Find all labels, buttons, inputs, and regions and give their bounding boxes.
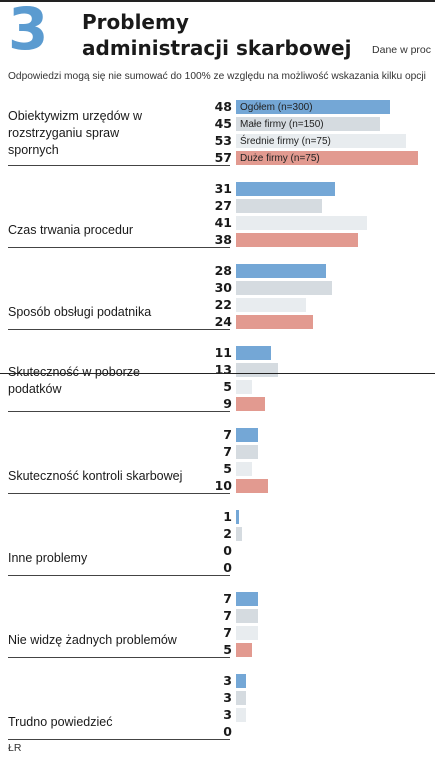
bar — [236, 182, 336, 196]
value-label: 0 — [223, 724, 232, 739]
bar — [236, 428, 259, 442]
value-label: 7 — [223, 427, 232, 442]
footnote: Odpowiedzi mogą się nie sumować do 100% … — [8, 71, 426, 82]
value-label: 30 — [214, 280, 232, 295]
bar — [236, 592, 259, 606]
legend-entry: Duże firmy (n=75) — [240, 153, 320, 164]
category-leader-line — [8, 411, 230, 412]
legend-entry: Ogółem (n=300) — [240, 102, 313, 113]
bar — [236, 708, 246, 722]
value-label: 0 — [223, 543, 232, 558]
bar — [236, 216, 368, 230]
bar — [236, 626, 259, 640]
section-divider — [0, 373, 435, 374]
legend-entry: Średnie firmy (n=75) — [240, 136, 331, 147]
value-label: 28 — [214, 263, 232, 278]
bar — [236, 298, 307, 312]
category-leader-line — [8, 247, 230, 248]
bar — [236, 510, 240, 524]
value-label: 7 — [223, 608, 232, 623]
bar — [236, 151, 419, 165]
bar — [236, 363, 278, 377]
top-rule — [0, 0, 435, 2]
category-label: Inne problemy — [8, 551, 88, 565]
chart-title-line1: Problemy — [82, 10, 189, 34]
bar — [236, 609, 259, 623]
unit-note: Dane w proc — [372, 44, 431, 56]
category-label: Skuteczność kontroli skarbowej — [8, 469, 183, 483]
value-label: 53 — [214, 133, 232, 148]
bar — [236, 281, 332, 295]
value-label: 38 — [214, 232, 232, 247]
value-label: 1 — [223, 509, 232, 524]
value-label: 3 — [223, 673, 232, 688]
value-label: 5 — [223, 461, 232, 476]
value-label: 9 — [223, 396, 232, 411]
bar — [236, 264, 326, 278]
value-label: 2 — [223, 526, 232, 541]
category-leader-line — [8, 493, 230, 494]
value-label: 57 — [214, 150, 232, 165]
value-label: 10 — [214, 478, 232, 493]
value-label: 7 — [223, 444, 232, 459]
category-label: Nie widzę żadnych problemów — [8, 633, 177, 647]
category-label: Trudno powiedzieć — [8, 715, 113, 729]
category-leader-line — [8, 329, 230, 330]
category-leader-line — [8, 165, 230, 166]
bar — [236, 315, 313, 329]
value-label: 7 — [223, 591, 232, 606]
bar — [236, 346, 272, 360]
category-label: Obiektywizm urzędów w rozstrzyganiu spra… — [8, 109, 143, 157]
bar — [236, 117, 380, 131]
category-leader-line — [8, 575, 230, 576]
value-label: 0 — [223, 560, 232, 575]
bar — [236, 233, 358, 247]
bar — [236, 380, 252, 394]
bar — [236, 643, 252, 657]
value-label: 11 — [214, 345, 232, 360]
bar — [236, 674, 246, 688]
category-label: Skuteczność w poborze podatków — [8, 365, 141, 396]
category-leader-line — [8, 657, 230, 658]
value-label: 41 — [214, 215, 232, 230]
chart-title-line2: administracji skarbowej — [82, 36, 352, 60]
value-label: 24 — [214, 314, 232, 329]
bar — [236, 691, 246, 705]
bar — [236, 397, 265, 411]
value-label: 31 — [214, 181, 232, 196]
figure-number: 3 — [8, 0, 49, 63]
bar — [236, 134, 406, 148]
category-label: Sposób obsługi podatnika — [8, 305, 152, 319]
value-label: 3 — [223, 690, 232, 705]
bar — [236, 445, 259, 459]
source-credit: ŁR — [8, 742, 22, 754]
value-label: 45 — [214, 116, 232, 131]
bar — [236, 479, 268, 493]
bar — [236, 199, 323, 213]
value-label: 13 — [214, 362, 232, 377]
category-label: Czas trwania procedur — [8, 223, 134, 237]
legend-entry: Małe firmy (n=150) — [240, 119, 324, 130]
value-label: 3 — [223, 707, 232, 722]
bar — [236, 527, 243, 541]
value-label: 5 — [223, 379, 232, 394]
value-label: 5 — [223, 642, 232, 657]
category-leader-line — [8, 739, 230, 740]
value-label: 27 — [214, 198, 232, 213]
value-label: 7 — [223, 625, 232, 640]
bar — [236, 462, 252, 476]
value-label: 48 — [214, 99, 232, 114]
bar — [236, 100, 390, 114]
value-label: 22 — [214, 297, 232, 312]
